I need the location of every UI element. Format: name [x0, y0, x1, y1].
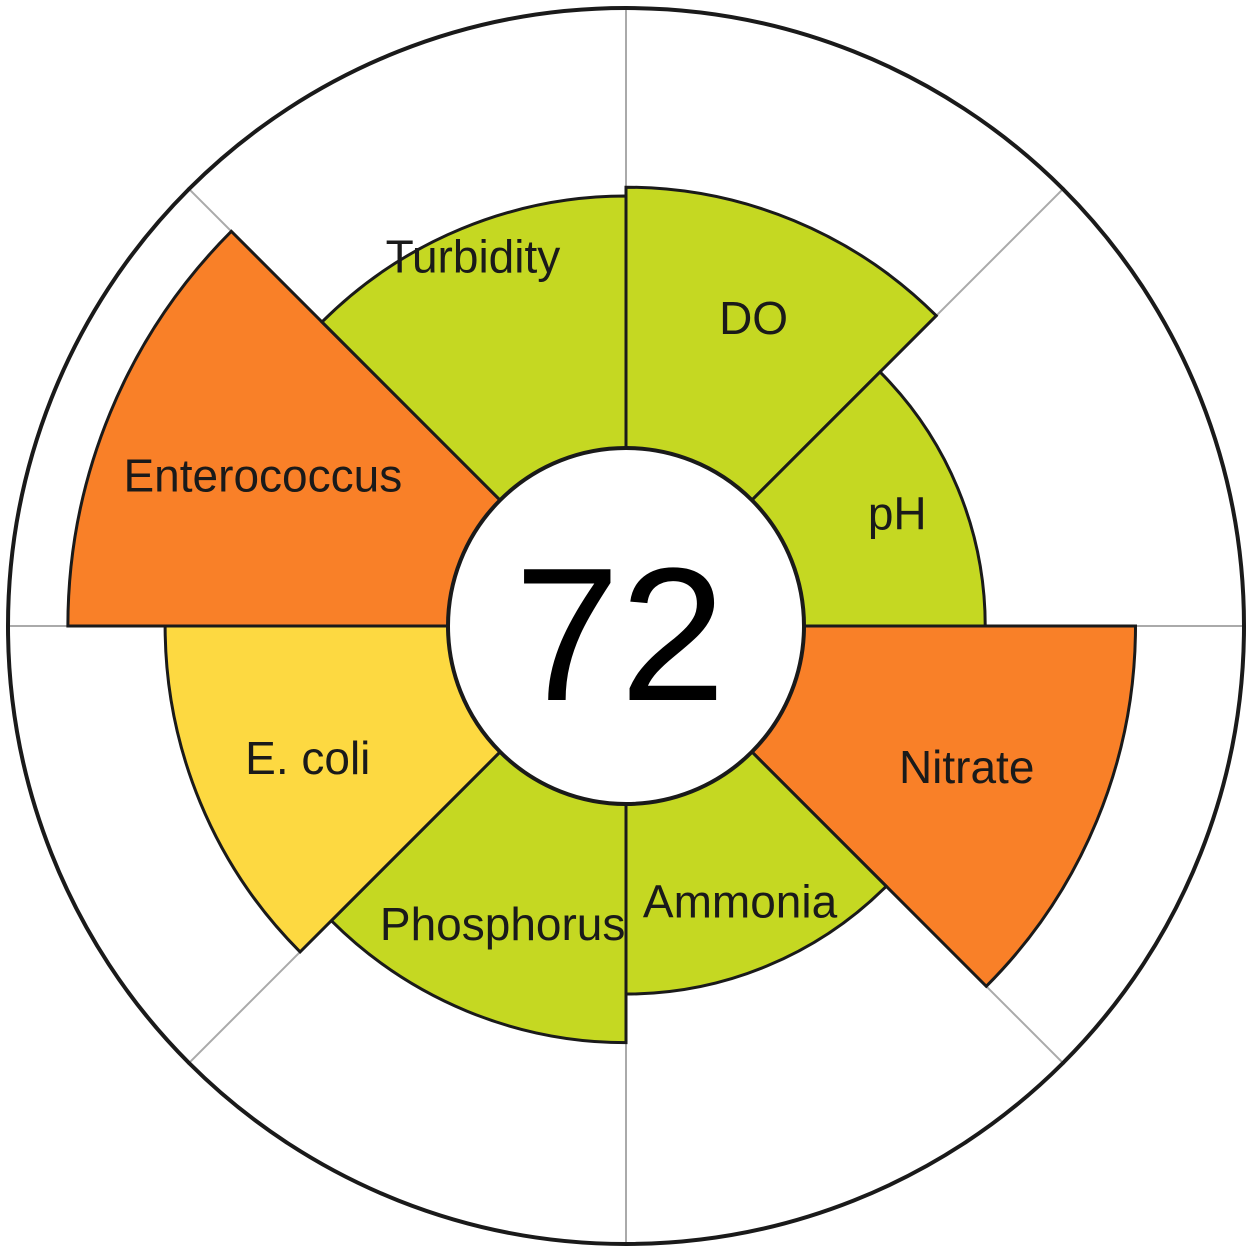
category-label: pH	[868, 488, 927, 540]
category-label: Nitrate	[899, 741, 1034, 793]
category-label: DO	[719, 292, 788, 344]
category-label: Enterococcus	[124, 450, 403, 502]
labels: DO pH Nitrate Ammonia Phosphorus E. coli Enter…	[124, 230, 1035, 949]
category-label: Phosphorus	[380, 898, 626, 950]
score-value: 72	[514, 529, 725, 741]
wedges	[66, 185, 1138, 1045]
score-circle	[446, 446, 806, 806]
outer-ring	[6, 6, 1246, 1246]
category-label: E. coli	[245, 732, 370, 784]
category-label: Ammonia	[643, 875, 838, 927]
category-label: Turbidity	[386, 230, 561, 282]
